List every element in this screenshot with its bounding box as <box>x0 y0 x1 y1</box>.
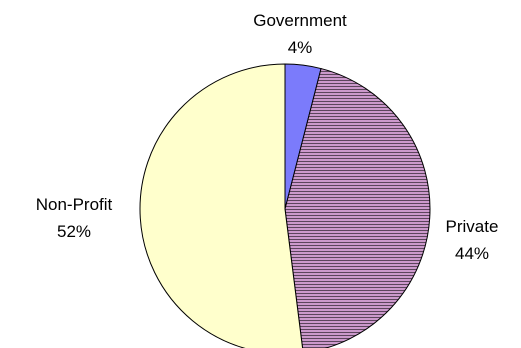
slice-value-government: 4% <box>288 38 313 57</box>
slice-label-non-profit: Non-Profit <box>36 195 113 214</box>
slice-label-private: Private <box>446 217 499 236</box>
slice-value-private: 44% <box>455 244 489 263</box>
slice-label-government: Government <box>253 11 347 30</box>
pie-slice-non-profit <box>139 63 304 348</box>
pie-slices <box>139 63 431 348</box>
slice-value-non-profit: 52% <box>57 222 91 241</box>
pie-slice-private <box>284 67 431 348</box>
